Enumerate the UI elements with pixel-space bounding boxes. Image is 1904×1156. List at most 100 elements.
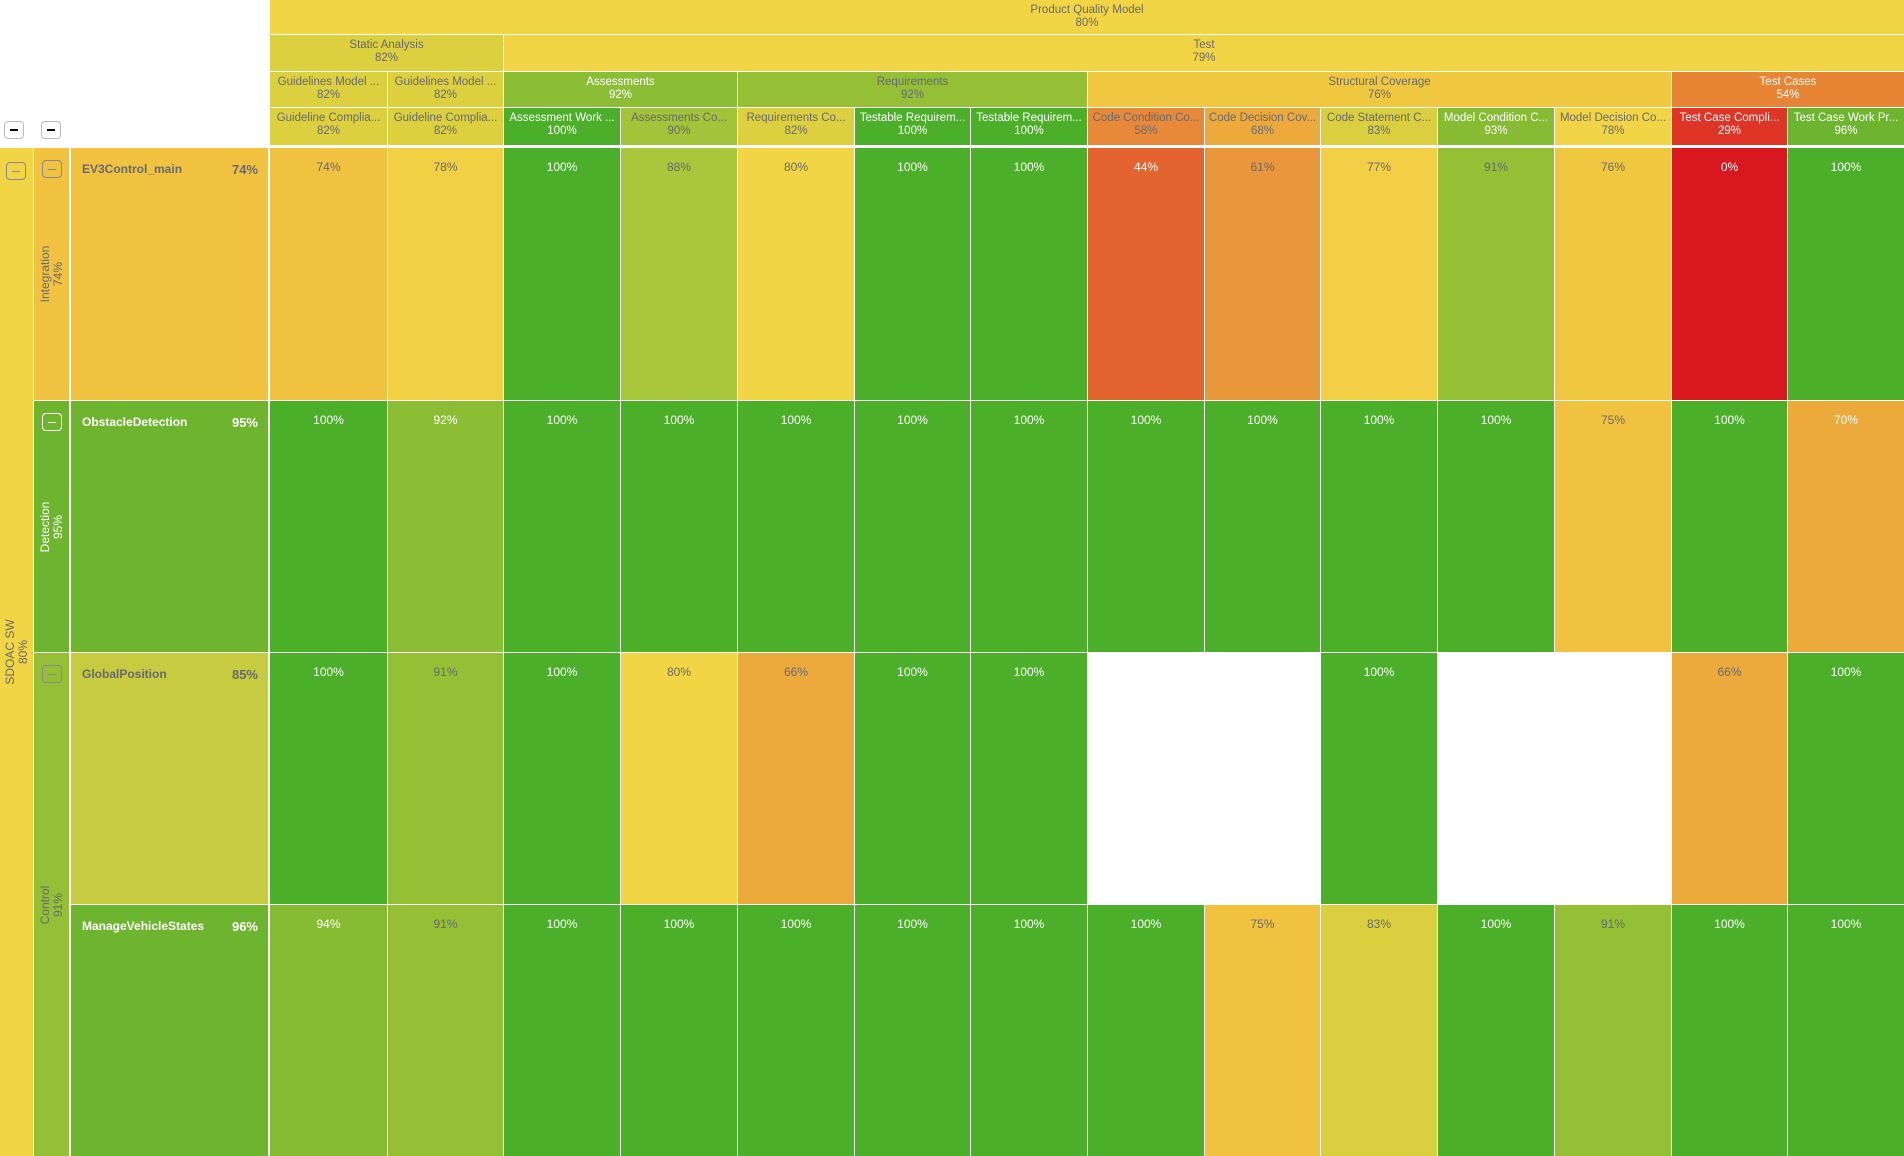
matrix-cell[interactable]: 75%	[1205, 905, 1320, 1156]
row-percent: 96%	[231, 919, 258, 934]
header-level2-cell[interactable]: Test 79%	[504, 35, 1904, 71]
matrix-cell[interactable]: 44%	[1088, 148, 1204, 400]
matrix-cell[interactable]: 100%	[855, 401, 970, 652]
collapse-root-button[interactable]	[6, 162, 26, 180]
matrix-cell[interactable]: 91%	[388, 905, 503, 1156]
header-level3-cell[interactable]: Structural Coverage 76%	[1088, 72, 1671, 107]
matrix-cell[interactable]: 100%	[1788, 148, 1904, 400]
header-level4-cell[interactable]: Testable Requirem... 100%	[855, 108, 970, 145]
matrix-cell[interactable]: 78%	[388, 148, 503, 400]
matrix-cell[interactable]: 75%	[1555, 401, 1671, 652]
matrix-cell[interactable]: 100%	[1321, 653, 1437, 904]
header-level3-cell[interactable]: Guidelines Model ... 82%	[388, 72, 503, 107]
collapse-group-button[interactable]	[42, 413, 62, 431]
header-percent: 83%	[1367, 125, 1391, 137]
matrix-cell[interactable]: 100%	[1088, 905, 1204, 1156]
header-level3-cell[interactable]: Test Cases 54%	[1672, 72, 1904, 107]
matrix-cell[interactable]: 100%	[855, 905, 970, 1156]
root-percent: 80%	[15, 639, 30, 665]
header-label: Testable Requirem...	[976, 112, 1082, 124]
matrix-cell[interactable]: 91%	[1555, 905, 1671, 1156]
collapse-group-button[interactable]	[42, 160, 62, 178]
matrix-cell[interactable]: 100%	[1672, 905, 1787, 1156]
row-header[interactable]: ObstacleDetection 95%	[71, 401, 268, 652]
header-level4-cell[interactable]: Model Condition C... 93%	[1438, 108, 1554, 145]
header-label: Test	[1193, 39, 1215, 51]
matrix-cell[interactable]: 80%	[738, 148, 854, 400]
matrix-cell[interactable]: 92%	[388, 401, 503, 652]
matrix-cell[interactable]: 100%	[1788, 653, 1904, 904]
matrix-cell[interactable]: 100%	[971, 401, 1087, 652]
header-level2-cell[interactable]: Static Analysis 82%	[270, 35, 503, 71]
matrix-cell[interactable]: 100%	[1788, 905, 1904, 1156]
matrix-cell[interactable]: 100%	[971, 653, 1087, 904]
group-name: Detection	[37, 501, 52, 552]
matrix-cell[interactable]: 80%	[621, 653, 737, 904]
matrix-cell[interactable]: 100%	[971, 148, 1087, 400]
matrix-cell[interactable]: 100%	[504, 653, 620, 904]
header-level4-cell[interactable]: Code Decision Cov... 68%	[1205, 108, 1320, 145]
row-name: EV3Control_main	[82, 162, 183, 176]
matrix-cell[interactable]: 66%	[738, 653, 854, 904]
header-level4-cell[interactable]: Code Condition Co... 58%	[1088, 108, 1204, 145]
collapse-group-button[interactable]	[42, 665, 62, 683]
matrix-cell[interactable]: 76%	[1555, 148, 1671, 400]
header-level4-cell[interactable]: Model Decision Co... 78%	[1555, 108, 1671, 145]
header-label: Model Decision Co...	[1559, 112, 1667, 124]
header-level4-cell[interactable]: Test Case Work Pr... 96%	[1788, 108, 1904, 145]
matrix-cell[interactable]: 100%	[270, 653, 387, 904]
header-level3-cell[interactable]: Requirements 92%	[738, 72, 1087, 107]
header-level3-cell[interactable]: Guidelines Model ... 82%	[270, 72, 387, 107]
matrix-cell[interactable]: 100%	[855, 653, 970, 904]
matrix-cell[interactable]: 100%	[971, 905, 1087, 1156]
matrix-cell[interactable]: 61%	[1205, 148, 1320, 400]
header-percent: 79%	[1192, 52, 1216, 64]
matrix-cell[interactable]: 100%	[621, 905, 737, 1156]
matrix-cell[interactable]: 100%	[1438, 905, 1554, 1156]
row-header[interactable]: EV3Control_main 74%	[71, 148, 268, 400]
matrix-cell[interactable]: 100%	[1205, 401, 1320, 652]
header-level4-cell[interactable]: Code Statement C... 83%	[1321, 108, 1437, 145]
matrix-cell[interactable]: 100%	[738, 401, 854, 652]
matrix-cell[interactable]: 66%	[1672, 653, 1787, 904]
matrix-cell[interactable]: 91%	[1438, 148, 1554, 400]
header-level4-cell[interactable]: Guideline Complia... 82%	[270, 108, 387, 145]
matrix-cell[interactable]: 100%	[1438, 401, 1554, 652]
matrix-cell[interactable]: 74%	[270, 148, 387, 400]
matrix-cell[interactable]: 88%	[621, 148, 737, 400]
collapse-all-level1-button[interactable]	[4, 121, 24, 139]
row-header[interactable]: GlobalPosition 85%	[71, 653, 268, 904]
header-level4-cell[interactable]: Guideline Complia... 82%	[388, 108, 503, 145]
matrix-cell[interactable]: 100%	[1088, 401, 1204, 652]
matrix-cell[interactable]: 100%	[270, 401, 387, 652]
matrix-cell[interactable]: 0%	[1672, 148, 1787, 400]
matrix-cell[interactable]: 100%	[504, 148, 620, 400]
header-level4-cell[interactable]: Assessments Co... 90%	[621, 108, 737, 145]
header-level1-cell[interactable]: Product Quality Model 80%	[270, 0, 1904, 34]
header-percent: 82%	[433, 125, 458, 137]
matrix-cell[interactable]: 100%	[504, 401, 620, 652]
matrix-cell[interactable]: 100%	[855, 148, 970, 400]
header-level4-cell[interactable]: Testable Requirem... 100%	[971, 108, 1087, 145]
row-header[interactable]: ManageVehicleStates 96%	[71, 905, 268, 1156]
matrix-cell[interactable]: 94%	[270, 905, 387, 1156]
matrix-cell[interactable]: 83%	[1321, 905, 1437, 1156]
row-name: GlobalPosition	[82, 667, 167, 681]
collapse-all-level2-button[interactable]	[41, 121, 61, 139]
group-name: Integration	[37, 245, 52, 303]
header-percent: 68%	[1250, 125, 1275, 137]
matrix-cell[interactable]: 100%	[621, 401, 737, 652]
header-level4-cell[interactable]: Requirements Co... 82%	[738, 108, 854, 145]
matrix-cell[interactable]: 100%	[504, 905, 620, 1156]
header-label: Model Condition C...	[1443, 112, 1549, 124]
matrix-cell[interactable]: 70%	[1788, 401, 1904, 652]
matrix-cell[interactable]: 100%	[1321, 401, 1437, 652]
matrix-cell[interactable]: 77%	[1321, 148, 1437, 400]
header-level3-cell[interactable]: Assessments 92%	[504, 72, 737, 107]
matrix-cell[interactable]: 91%	[388, 653, 503, 904]
header-level4-cell[interactable]: Test Case Compli... 29%	[1672, 108, 1787, 145]
header-level4-cell[interactable]: Assessment Work ... 100%	[504, 108, 620, 145]
matrix-cell[interactable]: 100%	[738, 905, 854, 1156]
matrix-cell[interactable]: 100%	[1672, 401, 1787, 652]
header-percent: 93%	[1484, 125, 1508, 137]
